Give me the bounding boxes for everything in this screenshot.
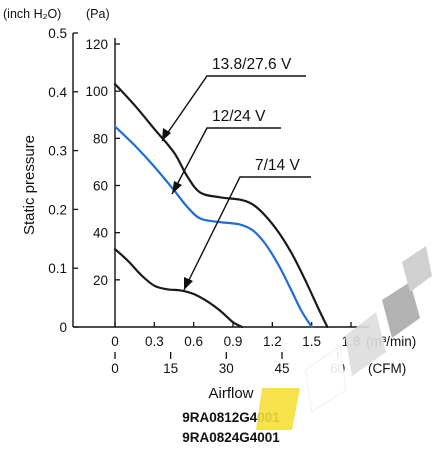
x-tick-cfm-label: 30 xyxy=(219,361,234,376)
label-7-14v: 7/14 V xyxy=(255,157,300,174)
leader-7-14v xyxy=(183,176,311,291)
y-tick-inch-label: 0.3 xyxy=(48,144,67,159)
x-tick-m3-label: 1.2 xyxy=(263,334,282,349)
x-tick-m3-label: 0.6 xyxy=(184,334,203,349)
x-tick-m3-label: 0 xyxy=(111,334,119,349)
x-tick-cfm-label: 45 xyxy=(274,361,289,376)
curves xyxy=(113,83,329,329)
y-tick-inch-label: 0.5 xyxy=(48,26,67,41)
annotation-leaders xyxy=(161,75,311,291)
y-tick-pa-label: 40 xyxy=(93,226,108,241)
y-tick-pa-label: 120 xyxy=(85,37,108,52)
y-tick-pa-label: 100 xyxy=(85,84,108,99)
x-tick-m3-label: 0.9 xyxy=(224,334,243,349)
x-axis-title: Airflow xyxy=(208,385,253,402)
y-axis-title: Static pressure xyxy=(21,135,38,235)
y-ticks-inch: 0 0.1 0.2 0.3 0.4 0.5 xyxy=(48,26,78,335)
y-tick-inch-label: 0.2 xyxy=(48,202,67,217)
x-tick-cfm-label: 15 xyxy=(163,361,178,376)
series-line-12-24-v xyxy=(113,125,313,329)
y-tick-inch-label: 0 xyxy=(59,320,67,335)
label-13-8-27-6v: 13.8/27.6 V xyxy=(212,56,292,73)
y-tick-inch-label: 0.4 xyxy=(48,85,67,100)
label-12-24v: 12/24 V xyxy=(212,108,266,125)
series-line-7-14-v xyxy=(113,248,244,329)
x-tick-cfm-label: 0 xyxy=(111,361,119,376)
leader-13-8-27-6v xyxy=(161,75,306,142)
axis-lines xyxy=(72,33,369,328)
x-tick-m3-label: 0.3 xyxy=(145,334,164,349)
model-number-1: 9RA0812G4001 xyxy=(182,410,280,425)
arrowhead-13-8-27-6v xyxy=(162,128,171,141)
x-ticks-m3: 00.30.60.91.21.51.8 xyxy=(111,322,360,349)
y-tick-pa-label: 80 xyxy=(93,131,108,146)
model-number-2: 9RA0824G4001 xyxy=(182,430,280,445)
y-ticks-pa: 20 40 60 80 100 120 xyxy=(85,37,120,288)
arrowhead-12-24v xyxy=(172,181,182,194)
y-tick-pa-label: 20 xyxy=(93,273,108,288)
arrowhead-7-14v xyxy=(184,277,193,290)
x-unit-cfm: (CFM) xyxy=(368,361,406,376)
y-unit-inch: (inch H₂O) xyxy=(3,7,61,21)
y-tick-inch-label: 0.1 xyxy=(48,261,67,276)
y-tick-pa-label: 60 xyxy=(93,179,108,194)
annotation-arrowheads xyxy=(162,128,193,290)
x-tick-m3-label: 1.5 xyxy=(302,334,321,349)
leader-12-24v xyxy=(171,127,281,195)
series-line-13-8-27-6-v xyxy=(113,83,329,329)
y-unit-pa: (Pa) xyxy=(86,7,110,21)
watermark-stripes xyxy=(256,246,432,430)
